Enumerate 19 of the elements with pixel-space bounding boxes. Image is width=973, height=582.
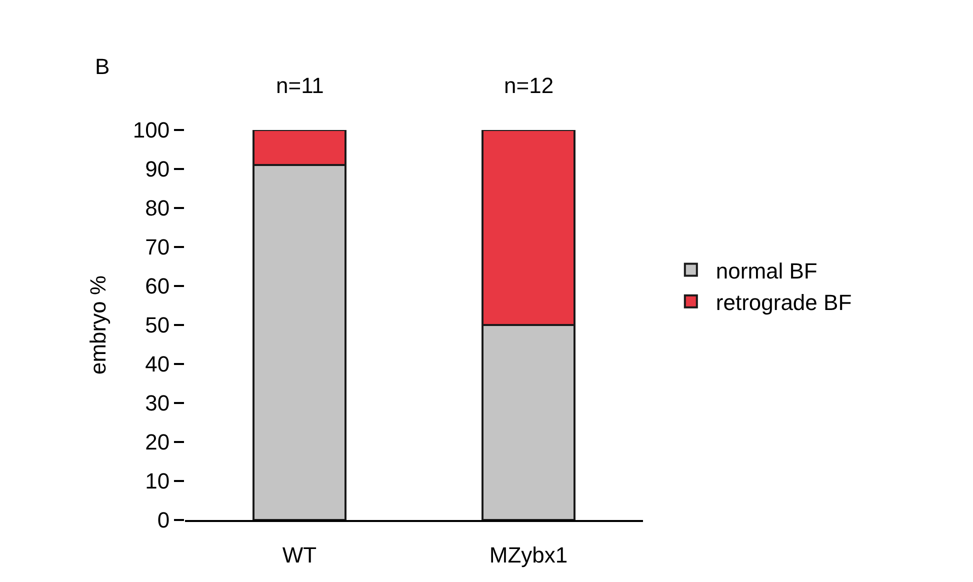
- y-tick-label: 20: [145, 430, 170, 455]
- y-tick-label: 30: [145, 390, 170, 416]
- y-tick-label: 100: [132, 118, 170, 143]
- annotation: n=11: [276, 73, 324, 98]
- y-axis-title: embryo %: [86, 275, 111, 375]
- y-tick-label: 70: [145, 234, 170, 260]
- legend-label: retrograde BF: [716, 290, 852, 315]
- y-tick-label: 80: [145, 196, 170, 221]
- y-tick-label: 10: [145, 468, 170, 494]
- y-tick-label: 40: [145, 352, 170, 377]
- annotation: n=12: [504, 73, 554, 98]
- y-tick-label: 50: [145, 312, 170, 338]
- text: B: [95, 54, 110, 79]
- y-tick-label: 60: [145, 274, 170, 299]
- x-tick-label: WT: [282, 542, 317, 568]
- y-tick-label: 90: [145, 156, 170, 182]
- legend-label: normal BF: [716, 258, 818, 284]
- x-tick-label: MZybx1: [489, 542, 568, 568]
- y-tick-label: 0: [157, 508, 170, 533]
